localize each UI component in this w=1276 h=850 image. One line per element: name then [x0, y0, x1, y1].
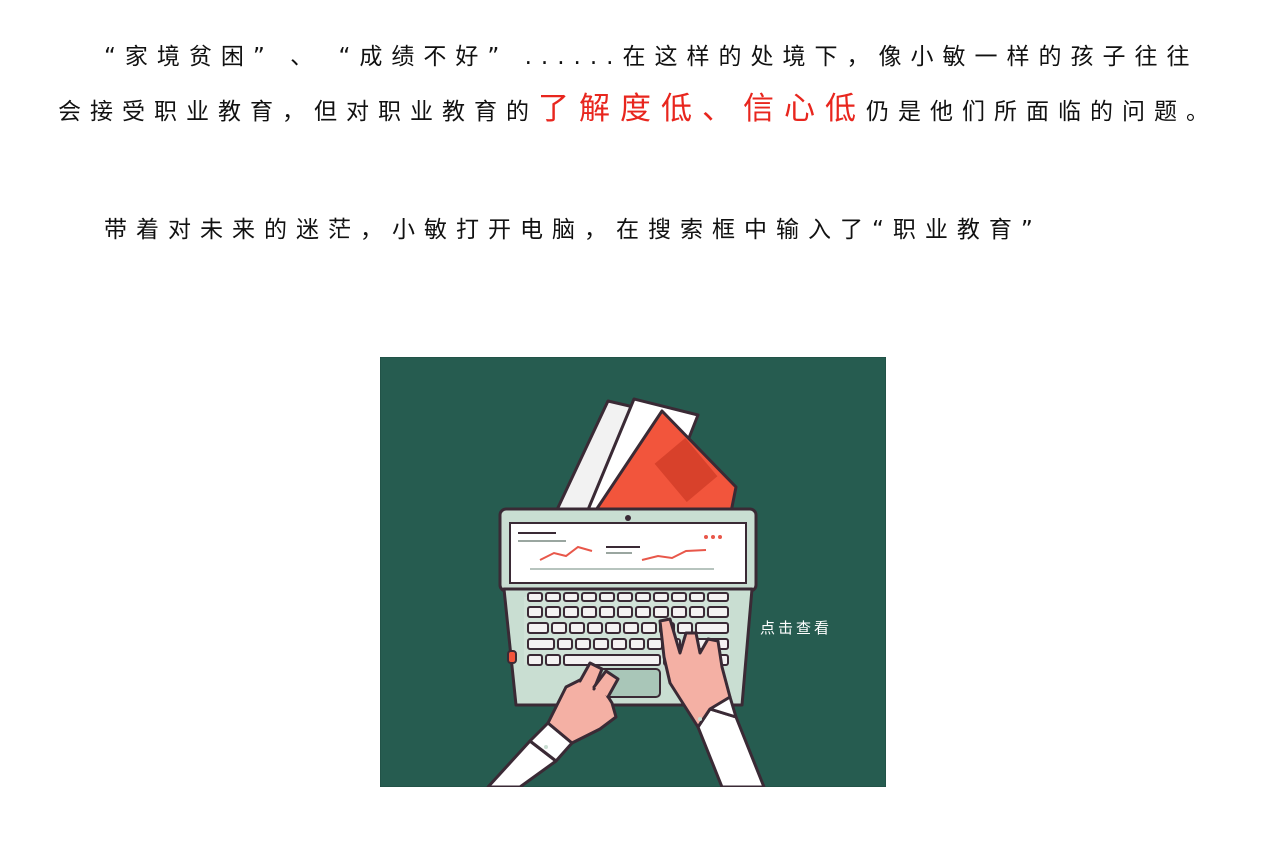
laptop-with-folders-icon	[380, 357, 886, 787]
story-paragraph-1-lead: “家境贫困” 、 “成绩不好” ......在这样的处境下，像小敏一样的孩子往往…	[58, 44, 1199, 125]
story-paragraph-2: 带着对未来的迷茫，小敏打开电脑，在搜索框中输入了“职业教育”	[104, 217, 1042, 243]
story-paragraph-1-tail: 仍是他们所面临的问题。	[866, 99, 1218, 125]
story-highlight: 了解度低、信心低	[538, 91, 866, 127]
click-to-view-link[interactable]: 点击查看	[760, 619, 833, 637]
story-paragraph-1: “家境贫困” 、 “成绩不好” ......在这样的处境下，像小敏一样的孩子往往…	[58, 31, 1218, 138]
laptop-illustration[interactable]: 点击查看	[380, 357, 886, 787]
